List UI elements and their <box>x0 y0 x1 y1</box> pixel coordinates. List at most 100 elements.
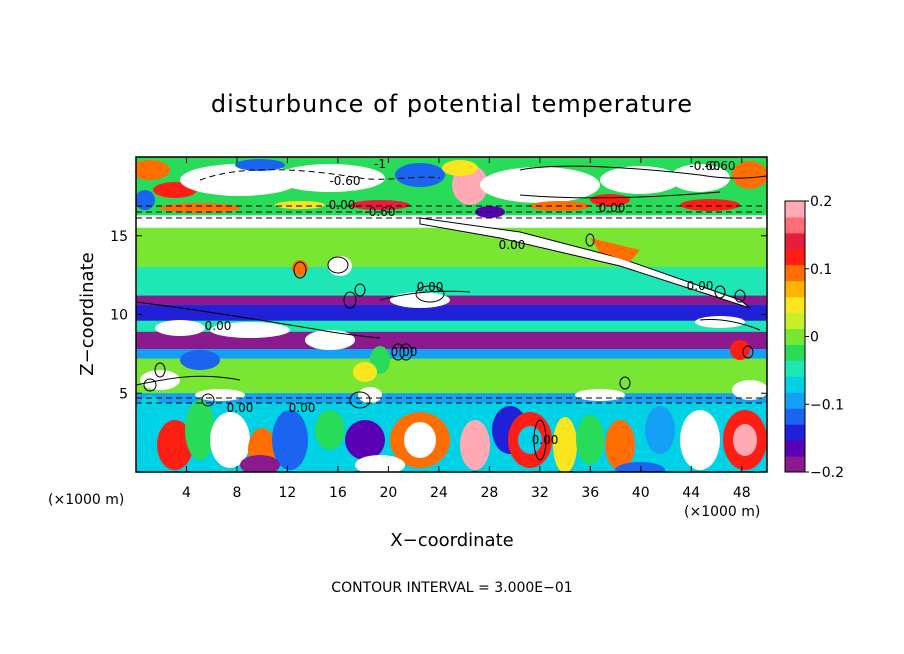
mid-level-structure <box>180 350 220 370</box>
contour-loop <box>619 376 631 390</box>
colorbar-segment <box>785 201 805 218</box>
colorbar-segment <box>785 344 805 361</box>
x-tick-label: 28 <box>480 485 498 501</box>
lower-layer-structure <box>553 417 577 472</box>
mid-level-structure <box>358 387 382 403</box>
contour-loop <box>585 233 595 247</box>
x-axis-label: X−coordinate <box>390 530 513 551</box>
contour-loop <box>201 393 215 407</box>
x-tick-label: 16 <box>329 485 347 501</box>
colorbar-tick-label: 0.1 <box>810 262 832 278</box>
contour-label: 0.00 <box>687 279 714 293</box>
colorbar-tick-label: −0.2 <box>810 465 844 481</box>
front-structure <box>590 238 640 262</box>
x-tick-label: 40 <box>632 485 650 501</box>
contour-loop <box>533 419 547 461</box>
contour-line <box>199 169 441 181</box>
contour-interval-text: CONTOUR INTERVAL = 3.000E−01 <box>331 580 572 596</box>
field-band <box>136 349 767 359</box>
contour-line <box>519 191 721 199</box>
mid-level-structure <box>305 330 355 350</box>
colorbar-segment <box>785 456 805 473</box>
lower-layer-structure <box>185 400 215 460</box>
field-band <box>136 295 767 306</box>
lower-layer-structure <box>460 420 490 470</box>
upper-layer-structure <box>395 163 445 187</box>
contour-label: -0.60 <box>364 205 395 219</box>
colorbar-segment <box>785 328 805 345</box>
x-tick-label: 8 <box>232 485 241 501</box>
mid-level-structure <box>210 322 290 338</box>
contour-loop <box>327 256 349 274</box>
x-tick-label: 24 <box>430 485 448 501</box>
y-tick-label: 5 <box>119 386 128 402</box>
upper-layer-structure <box>732 161 767 189</box>
contour-label: 0.00 <box>205 319 232 333</box>
mid-level-structure <box>353 362 377 382</box>
chart-title: disturbunce of potential temperature <box>211 90 693 118</box>
lower-layer-structure <box>733 424 757 456</box>
colorbar-tick-label: 0 <box>810 330 819 346</box>
upper-layer-structure <box>600 166 680 194</box>
contour-label: 0.00 <box>391 345 418 359</box>
x-tick-label: 4 <box>182 485 191 501</box>
contour-loop <box>154 362 166 378</box>
field-band <box>136 227 767 268</box>
mid-level-structure <box>328 256 352 276</box>
colorbar-segment <box>785 248 805 266</box>
colorbar-segment <box>785 264 805 282</box>
y-tick-label: 15 <box>110 229 128 245</box>
contour-loop <box>714 285 726 299</box>
contour-loop <box>391 343 405 361</box>
contour-label: 0.00 <box>599 201 626 215</box>
upper-layer-structure <box>350 200 410 210</box>
lower-layer-structure <box>210 412 250 468</box>
contour-line <box>136 301 381 339</box>
contour-loop <box>343 291 357 309</box>
lower-layer-structure <box>157 420 193 470</box>
mid-level-structure <box>732 380 767 400</box>
contour-loop <box>349 391 371 409</box>
upper-layer-structure <box>590 194 630 206</box>
colorbar-segment <box>785 408 805 425</box>
lower-layer-structure <box>576 415 604 465</box>
contour-loop <box>143 378 157 392</box>
x-unit-right: (×1000 m) <box>684 504 760 520</box>
lower-layer-structure <box>615 462 665 472</box>
upper-layer-structure <box>442 160 478 176</box>
colorbar-segment <box>785 360 805 377</box>
contour-line <box>519 165 767 179</box>
contour-label: 0.00 <box>329 198 356 212</box>
field-band <box>136 331 767 350</box>
lower-layer-structure <box>315 410 345 450</box>
contour-line <box>136 375 241 386</box>
lower-layer-structure <box>404 422 436 458</box>
x-tick-label: 48 <box>733 485 751 501</box>
lower-layer-structure <box>518 426 542 454</box>
contour-label: 0.00 <box>227 401 254 415</box>
colorbar-segment <box>785 280 805 298</box>
lower-layer-structure <box>645 406 675 454</box>
upper-layer-structure <box>480 167 600 203</box>
colorbar-segment <box>785 232 805 250</box>
contour-loop <box>293 261 307 279</box>
contour-label: -0.60 <box>329 174 360 188</box>
lower-layer-structure <box>272 410 308 470</box>
y-tick-label: 10 <box>110 308 128 324</box>
colorbar <box>785 201 805 473</box>
contour-label: 0.00 <box>289 401 316 415</box>
colorbar-segment <box>785 216 805 234</box>
front-streak <box>419 217 751 309</box>
colorbar-tick-label: 0.2 <box>810 194 832 210</box>
colorbar-segment <box>785 392 805 409</box>
field-band <box>136 320 767 332</box>
lower-layer-structure <box>345 420 385 460</box>
colorbar-segment <box>785 296 805 314</box>
x-tick-label: 32 <box>531 485 549 501</box>
x-tick-label: 44 <box>682 485 700 501</box>
colorbar-segment <box>785 440 805 457</box>
contour-loop <box>354 283 366 297</box>
x-tick-label: 12 <box>279 485 297 501</box>
heatmap-field <box>136 157 767 472</box>
